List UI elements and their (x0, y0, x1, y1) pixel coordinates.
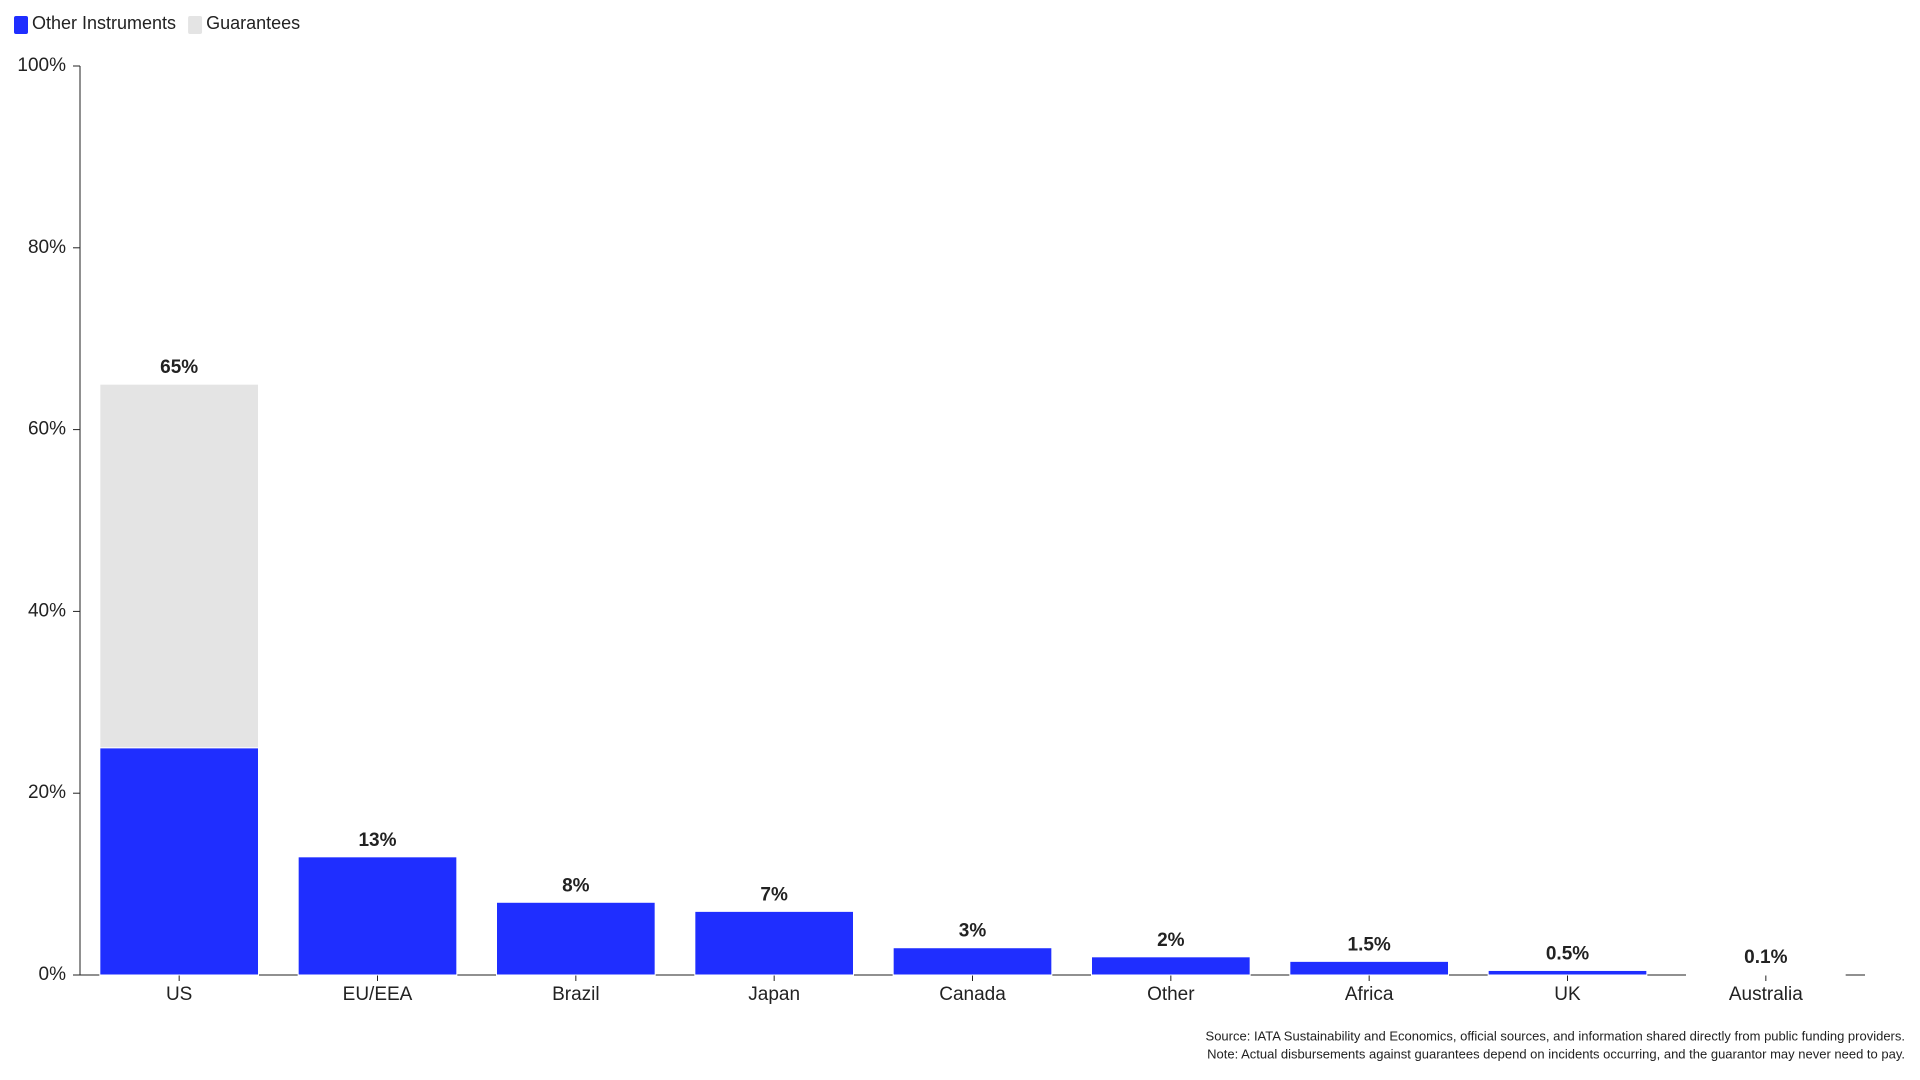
total-label: 1.5% (1348, 934, 1391, 955)
y-tick-label: 20% (28, 782, 66, 803)
x-tick-label: Africa (1345, 984, 1394, 1005)
bar-segment (496, 901, 656, 976)
x-tick-label: Japan (748, 984, 800, 1005)
legend-swatch (14, 16, 28, 34)
x-tick-label: UK (1554, 984, 1581, 1005)
x-tick-label: Brazil (552, 984, 600, 1005)
y-tick-label: 100% (17, 55, 66, 76)
bar-segment (297, 856, 458, 976)
total-label: 3% (959, 921, 987, 942)
legend-label: Guarantees (206, 13, 300, 33)
bar-segment (1487, 969, 1648, 976)
total-label: 0.1% (1744, 947, 1787, 968)
x-tick-label: EU/EEA (343, 984, 413, 1005)
y-tick-label: 80% (28, 237, 66, 258)
bar-segment (99, 747, 260, 976)
x-tick-label: Canada (939, 984, 1006, 1005)
bar-segment (1686, 973, 1846, 976)
legend-label: Other Instruments (32, 13, 176, 33)
total-label: 2% (1157, 930, 1185, 951)
x-tick-label: Other (1147, 984, 1195, 1005)
bar-segment (1091, 956, 1251, 976)
x-tick-label: Australia (1729, 984, 1803, 1005)
bar-segment (99, 383, 260, 749)
legend-swatch (188, 16, 203, 34)
bar-segment (694, 910, 854, 976)
y-tick-label: 0% (39, 964, 67, 985)
total-label: 13% (358, 830, 396, 851)
total-label: 0.5% (1546, 943, 1589, 964)
y-tick-label: 40% (28, 600, 66, 621)
total-label: 65% (160, 357, 198, 378)
x-tick-label: US (166, 984, 192, 1005)
total-label: 7% (760, 884, 788, 905)
source: Source: IATA Sustainability and Economic… (1206, 1028, 1905, 1043)
bar-segment (892, 947, 1053, 976)
total-label: 8% (562, 875, 590, 896)
y-tick-label: 60% (28, 419, 66, 440)
note: Note: Actual disbursements against guara… (1207, 1046, 1905, 1061)
bar-segment (1289, 960, 1450, 976)
